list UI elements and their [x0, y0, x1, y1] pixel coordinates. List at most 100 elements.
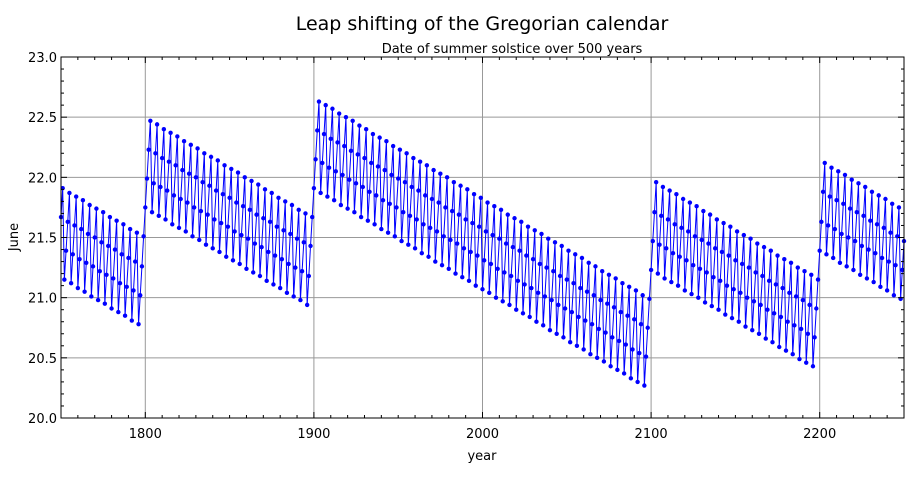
data-point [301, 240, 306, 245]
x-tick-label: 1900 [297, 427, 330, 442]
data-point [67, 190, 72, 196]
data-point [571, 281, 576, 286]
data-point [520, 311, 526, 316]
data-point [363, 127, 369, 132]
data-point [593, 264, 598, 269]
data-point [402, 179, 408, 185]
data-point [517, 248, 522, 253]
data-point [605, 301, 610, 306]
data-point [623, 342, 629, 347]
data-point [579, 255, 585, 261]
data-point [539, 231, 544, 237]
data-point [267, 219, 273, 225]
data-point [306, 273, 312, 279]
data-point [99, 240, 104, 245]
data-point [347, 177, 352, 182]
x-tick-label: 2100 [635, 427, 668, 442]
data-point [296, 207, 301, 213]
data-point [85, 231, 91, 237]
data-point [485, 200, 490, 205]
data-point [810, 364, 816, 369]
data-point [336, 111, 342, 116]
y-tick-label: 20.0 [28, 412, 57, 427]
data-point [166, 159, 172, 164]
data-point [653, 179, 659, 185]
data-point [864, 276, 870, 281]
data-point [825, 223, 831, 228]
data-point [325, 194, 330, 199]
data-point [505, 212, 510, 217]
x-tick-label: 2200 [803, 427, 836, 442]
data-point [638, 321, 644, 327]
data-point [687, 200, 693, 205]
data-point [289, 202, 295, 208]
data-point [355, 152, 360, 157]
data-point [446, 266, 451, 271]
data-point [648, 267, 654, 273]
data-point [680, 196, 686, 202]
data-point [659, 213, 664, 219]
data-point [367, 189, 372, 194]
data-point [357, 123, 362, 128]
data-point [372, 222, 377, 227]
data-point [340, 172, 345, 178]
data-point [183, 229, 188, 234]
data-point [694, 204, 699, 209]
data-point [77, 256, 82, 262]
data-point [561, 335, 566, 340]
data-point [291, 294, 296, 299]
data-point [535, 290, 541, 296]
data-point [667, 188, 672, 193]
data-point [896, 205, 902, 210]
data-point [652, 210, 657, 215]
data-point [82, 289, 87, 294]
data-point [360, 184, 365, 190]
data-point [424, 163, 430, 168]
axis-ticks: 1800 1900 2000 2100 2200 20.0 20.5 21.0 21.5 22.0… [28, 51, 905, 442]
data-point [778, 314, 784, 320]
data-point [900, 267, 905, 273]
data-point [271, 282, 276, 287]
data-point [857, 272, 863, 278]
data-point [696, 295, 701, 300]
data-point [660, 184, 666, 190]
data-point [820, 189, 826, 194]
data-point [756, 331, 762, 336]
data-point [529, 285, 534, 291]
data-point [616, 338, 622, 344]
data-point [542, 294, 548, 299]
data-point [369, 160, 374, 166]
data-point [107, 214, 113, 220]
data-point [323, 102, 328, 108]
data-point [800, 297, 806, 303]
data-point [866, 247, 871, 252]
data-point [750, 327, 755, 333]
data-point [129, 318, 135, 323]
data-point [633, 288, 639, 293]
data-point [185, 200, 190, 205]
data-point [797, 356, 802, 362]
data-point [861, 213, 866, 219]
data-point [782, 256, 787, 262]
data-point [836, 169, 841, 174]
data-point [75, 285, 81, 291]
data-point [719, 249, 725, 255]
data-point [621, 371, 627, 376]
data-point [497, 236, 502, 241]
data-point [893, 262, 898, 268]
data-point [311, 185, 317, 191]
data-point [883, 196, 888, 202]
data-point [525, 224, 531, 229]
data-point [712, 246, 718, 251]
data-point [122, 313, 128, 318]
data-point [70, 252, 76, 257]
data-point [637, 350, 642, 356]
data-point [416, 188, 421, 193]
data-point [475, 253, 480, 258]
data-point [205, 212, 210, 217]
data-point [891, 293, 897, 298]
data-point [669, 279, 674, 285]
data-point [785, 319, 790, 324]
data-point [588, 352, 593, 357]
data-point [109, 306, 114, 311]
